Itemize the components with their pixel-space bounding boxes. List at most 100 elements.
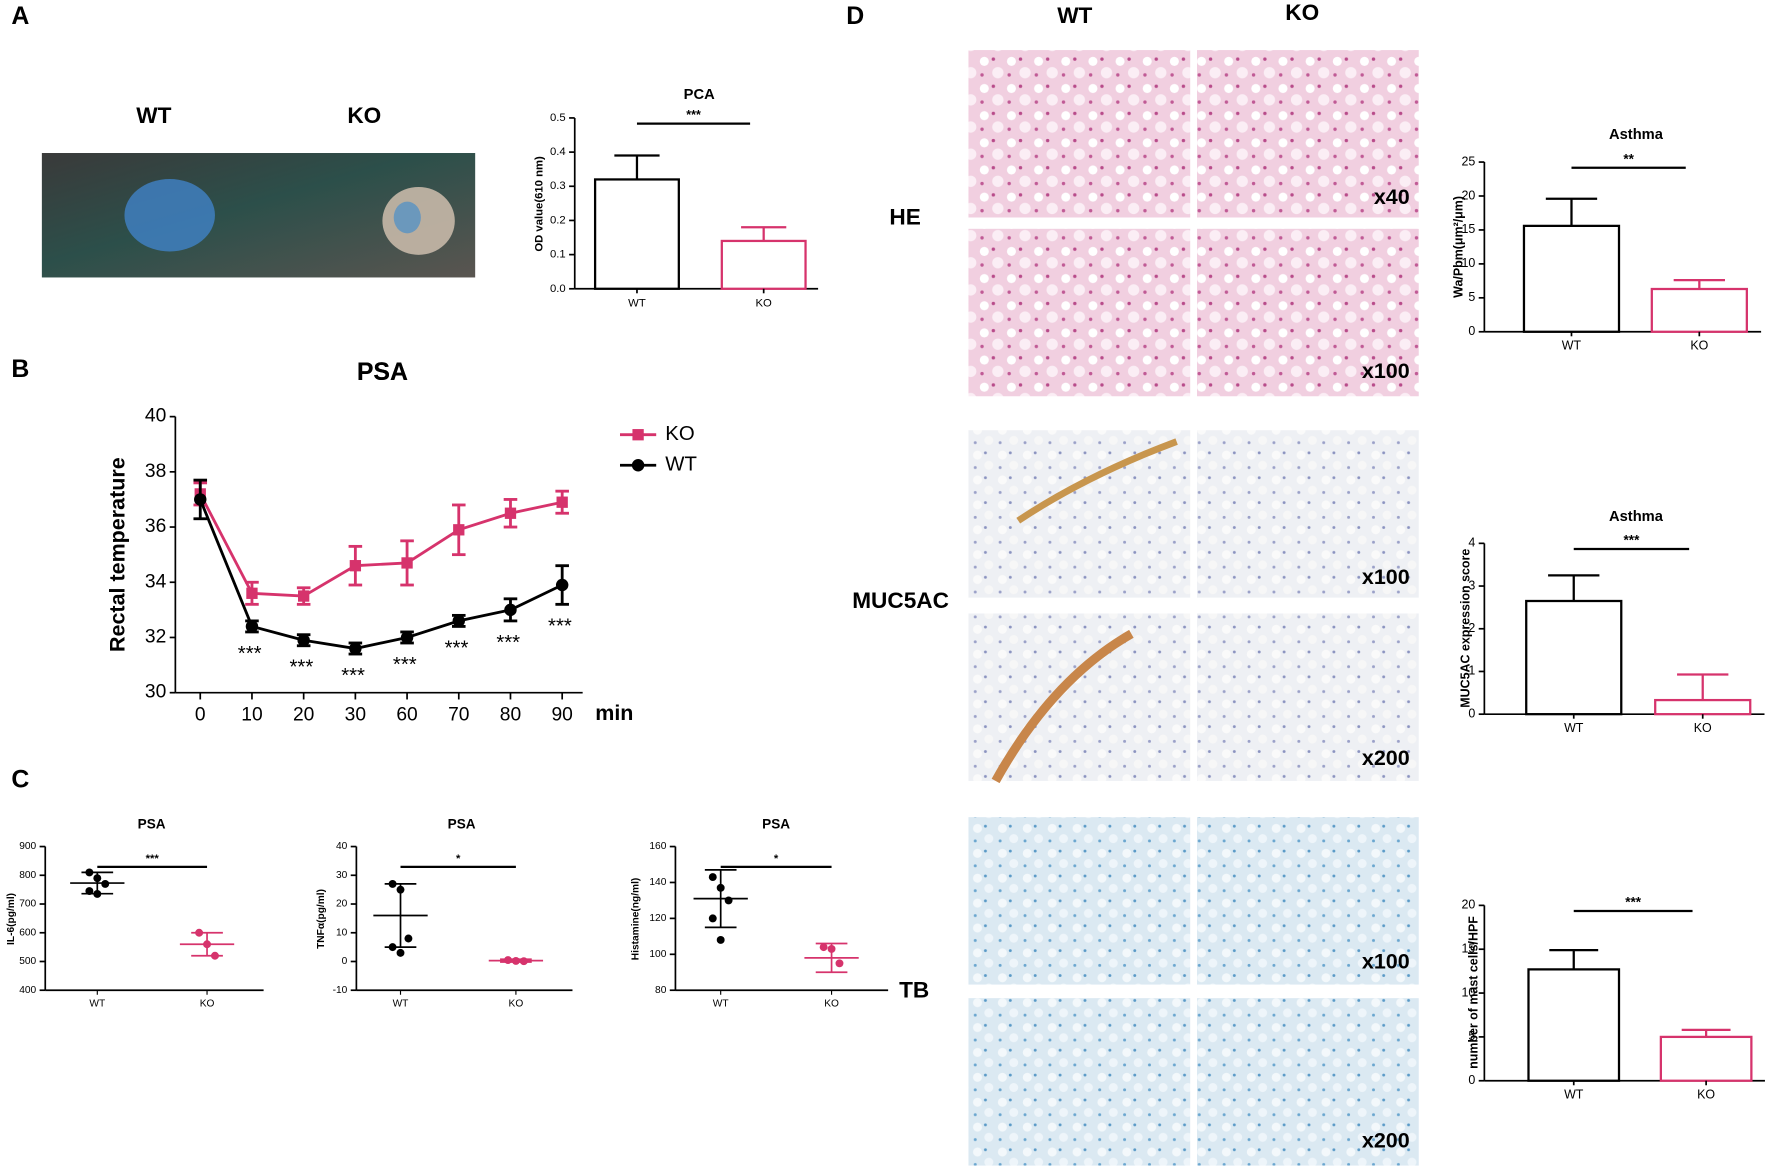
x-tick-label: KO xyxy=(756,297,773,309)
x-tick-label: WT xyxy=(1562,339,1582,353)
histology xyxy=(968,50,1419,1166)
legend-label: WT xyxy=(665,454,697,476)
micrograph xyxy=(1196,817,1419,985)
micrograph xyxy=(1196,613,1419,781)
bar xyxy=(1522,224,1621,333)
y-axis-label: Histamine(ng/ml) xyxy=(631,878,642,961)
marker xyxy=(556,496,568,508)
magnification: x200 xyxy=(1362,1129,1410,1153)
marker xyxy=(245,620,259,633)
marker xyxy=(246,587,258,599)
series-line xyxy=(198,493,563,598)
bar xyxy=(1650,287,1748,333)
micrograph xyxy=(1196,50,1419,218)
marker xyxy=(453,524,465,536)
y-tick-label: 140 xyxy=(649,877,666,888)
annotation: *** xyxy=(290,657,314,679)
magnification: x40 xyxy=(1374,185,1410,209)
y-tick-label: 20 xyxy=(1461,898,1475,912)
significance-label: ** xyxy=(1623,151,1634,166)
annotation: *** xyxy=(341,665,365,687)
x-tick-label: KO xyxy=(1697,1088,1715,1102)
x-tick-label: 0 xyxy=(195,704,206,725)
y-tick-label: 0 xyxy=(342,956,348,967)
significance-label: *** xyxy=(146,853,160,865)
data-point xyxy=(716,935,725,944)
y-tick-label: 5 xyxy=(1468,290,1475,304)
y-tick-label: 10 xyxy=(1461,985,1475,999)
significance-label: *** xyxy=(686,108,701,122)
significance-label: *** xyxy=(1624,533,1641,548)
x-tick-label: KO xyxy=(509,998,524,1009)
chart-title: PCA xyxy=(684,87,715,103)
annotation: *** xyxy=(445,637,469,659)
marker xyxy=(504,507,517,519)
micrograph xyxy=(1196,998,1419,1166)
micrograph xyxy=(1196,228,1419,397)
marker xyxy=(452,614,465,628)
bar xyxy=(1527,968,1621,1082)
marker xyxy=(400,631,414,644)
y-tick-label: 900 xyxy=(19,841,36,852)
y-tick-label: 10 xyxy=(1461,256,1475,270)
data-point xyxy=(835,959,844,968)
y-tick-label: 3 xyxy=(1468,578,1475,592)
data-point xyxy=(211,951,219,960)
chart-title: PSA xyxy=(357,358,408,386)
panel-label: D xyxy=(846,2,864,30)
significance-label: *** xyxy=(1625,895,1642,910)
stain-label: TB xyxy=(899,977,929,1002)
data-point xyxy=(404,934,413,943)
marker xyxy=(194,493,207,506)
data-point xyxy=(85,868,94,877)
x-tick-label: KO xyxy=(824,998,839,1009)
micrograph xyxy=(968,228,1191,397)
y-tick-label: 38 xyxy=(145,461,166,482)
legend-marker xyxy=(631,459,645,472)
stained-epithelium xyxy=(991,629,1134,784)
stain-label: MUC5AC xyxy=(852,588,949,613)
data-point xyxy=(396,948,405,957)
bar xyxy=(1525,599,1623,716)
significance-label: * xyxy=(456,853,461,865)
x-tick-label: 80 xyxy=(500,704,521,725)
chart-title: PSA xyxy=(357,358,408,386)
annotation: *** xyxy=(496,632,520,654)
chart-title: PSA xyxy=(448,817,476,832)
stain-label: HE xyxy=(889,205,920,230)
data-point xyxy=(519,957,528,966)
y-axis-label: OD value(610 nm) xyxy=(534,156,546,252)
data-point xyxy=(93,890,102,898)
y-tick-label: 20 xyxy=(1461,188,1475,202)
y-tick-label: 120 xyxy=(649,913,666,924)
micrograph xyxy=(968,430,1191,598)
micrograph xyxy=(968,817,1191,985)
x-tick-label: 70 xyxy=(448,704,469,725)
y-axis-label: MUC5AC expression score xyxy=(1459,549,1473,708)
x-tick-label: KO xyxy=(200,998,215,1009)
data-point xyxy=(101,879,110,888)
x-tick-label: KO xyxy=(1690,339,1708,353)
y-tick-label: 40 xyxy=(145,406,166,427)
y-tick-label: 0.3 xyxy=(550,180,566,192)
chart-title: Asthma xyxy=(1609,127,1664,143)
y-tick-label: 500 xyxy=(19,956,36,967)
y-tick-label: 400 xyxy=(19,985,36,996)
y-tick-label: 4 xyxy=(1468,536,1475,550)
y-tick-label: 0 xyxy=(1468,706,1475,720)
x-tick-label: 20 xyxy=(293,704,314,725)
data-point xyxy=(195,928,204,937)
x-tick-label: 30 xyxy=(345,704,366,725)
micrograph xyxy=(968,50,1191,218)
bar xyxy=(1659,1035,1753,1082)
x-axis-label: min xyxy=(595,701,633,725)
y-axis-label: number of mast cells/HPF xyxy=(1466,916,1480,1069)
micrograph xyxy=(1196,430,1419,598)
bar xyxy=(720,239,807,290)
panel-label: C xyxy=(11,766,29,794)
ear-spot xyxy=(393,201,421,234)
y-tick-label: 100 xyxy=(649,949,666,960)
y-tick-label: -10 xyxy=(333,985,348,996)
y-tick-label: 0.2 xyxy=(550,214,566,226)
